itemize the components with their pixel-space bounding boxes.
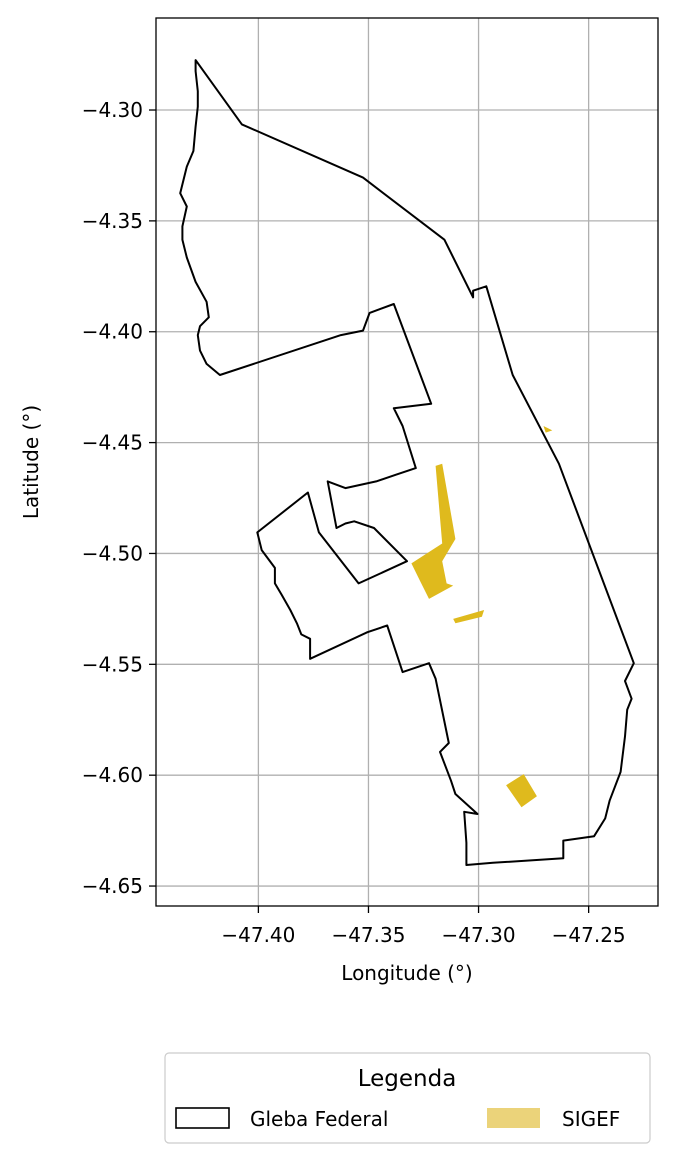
- legend-patch-sigef: [487, 1108, 540, 1128]
- data-layer: [179, 59, 635, 866]
- x-axis-label: Longitude (°): [341, 961, 472, 985]
- plot-frame: [155, 17, 659, 907]
- axis-ticks: −47.40 −47.35 −47.30 −47.25 −4.30 −4.35 −4.40 −…: [82, 98, 626, 947]
- legend-patch-gleba: [175, 1107, 230, 1129]
- y-tick-label: −4.30: [82, 98, 143, 122]
- y-tick-label: −4.40: [82, 320, 143, 344]
- legend-label-sigef: SIGEF: [562, 1107, 620, 1131]
- y-tick-label: −4.50: [82, 541, 143, 565]
- x-tick-label: −47.25: [552, 923, 626, 947]
- sigef-polygon: [506, 774, 537, 808]
- legend-label-gleba: Gleba Federal: [250, 1107, 388, 1131]
- y-tick-label: −4.35: [82, 209, 143, 233]
- y-tick-label: −4.55: [82, 652, 143, 676]
- sigef-polygon: [411, 463, 456, 599]
- y-tick-label: −4.60: [82, 763, 143, 787]
- sigef-polygon: [543, 426, 553, 433]
- gridlines: [156, 18, 658, 906]
- gleba-federal-polygon: [179, 59, 635, 866]
- legend: Legenda Gleba Federal SIGEF: [164, 1052, 651, 1144]
- legend-title: Legenda: [358, 1066, 457, 1092]
- y-tick-label: −4.45: [82, 431, 143, 455]
- sigef-polygon: [453, 610, 485, 624]
- y-axis-label: Latitude (°): [19, 405, 43, 519]
- x-tick-label: −47.35: [331, 923, 405, 947]
- y-tick-label: −4.65: [82, 874, 143, 898]
- x-tick-label: −47.30: [442, 923, 516, 947]
- x-tick-label: −47.40: [221, 923, 295, 947]
